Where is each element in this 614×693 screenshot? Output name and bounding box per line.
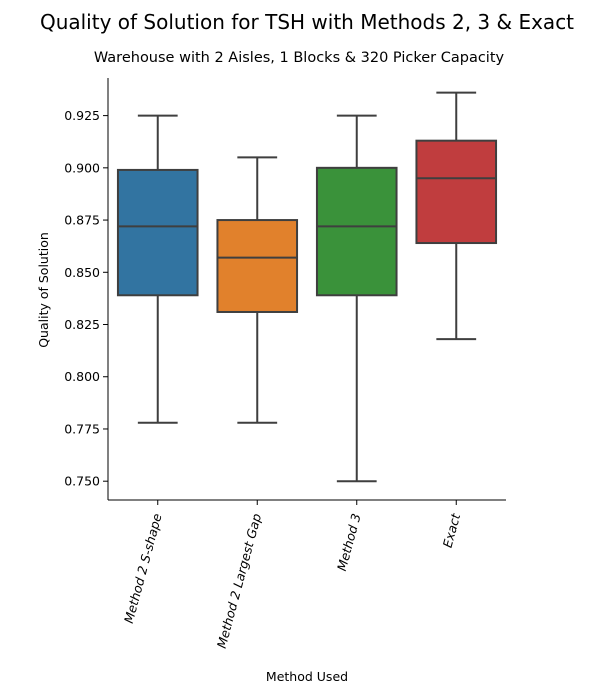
chart-title: Quality of Solution for TSH with Methods… [40,10,574,34]
box-method-3 [315,166,398,297]
x-tick-label: Exact [440,511,464,549]
chart-subtitle: Warehouse with 2 Aisles, 1 Blocks & 320 … [94,50,505,66]
y-tick-label: 0.900 [64,160,100,175]
y-tick-label: 0.875 [64,213,100,228]
box-method-2-s-shape [116,168,199,297]
plot-area: 0.750 0.775 0.800 0.825 0.850 0.875 0.900 0.925… [64,78,506,650]
y-tick-label: 0.775 [64,421,100,436]
y-axis-label: Quality of Solution [36,232,51,348]
box-exact [415,139,498,245]
y-tick-label: 0.800 [64,369,100,384]
y-tick-label: 0.925 [64,108,100,123]
x-axis-label: Method Used [266,669,348,684]
box-method-2-largest-gap [216,219,299,313]
x-tick-label: Method 2 S-shape [121,512,165,625]
x-tick-label: Method 2 Largest Gap [214,512,264,650]
y-tick-label: 0.825 [64,317,100,332]
y-tick-label: 0.850 [64,265,100,280]
y-tick-label: 0.750 [64,474,100,489]
x-tick-label: Method 3 [334,512,364,573]
